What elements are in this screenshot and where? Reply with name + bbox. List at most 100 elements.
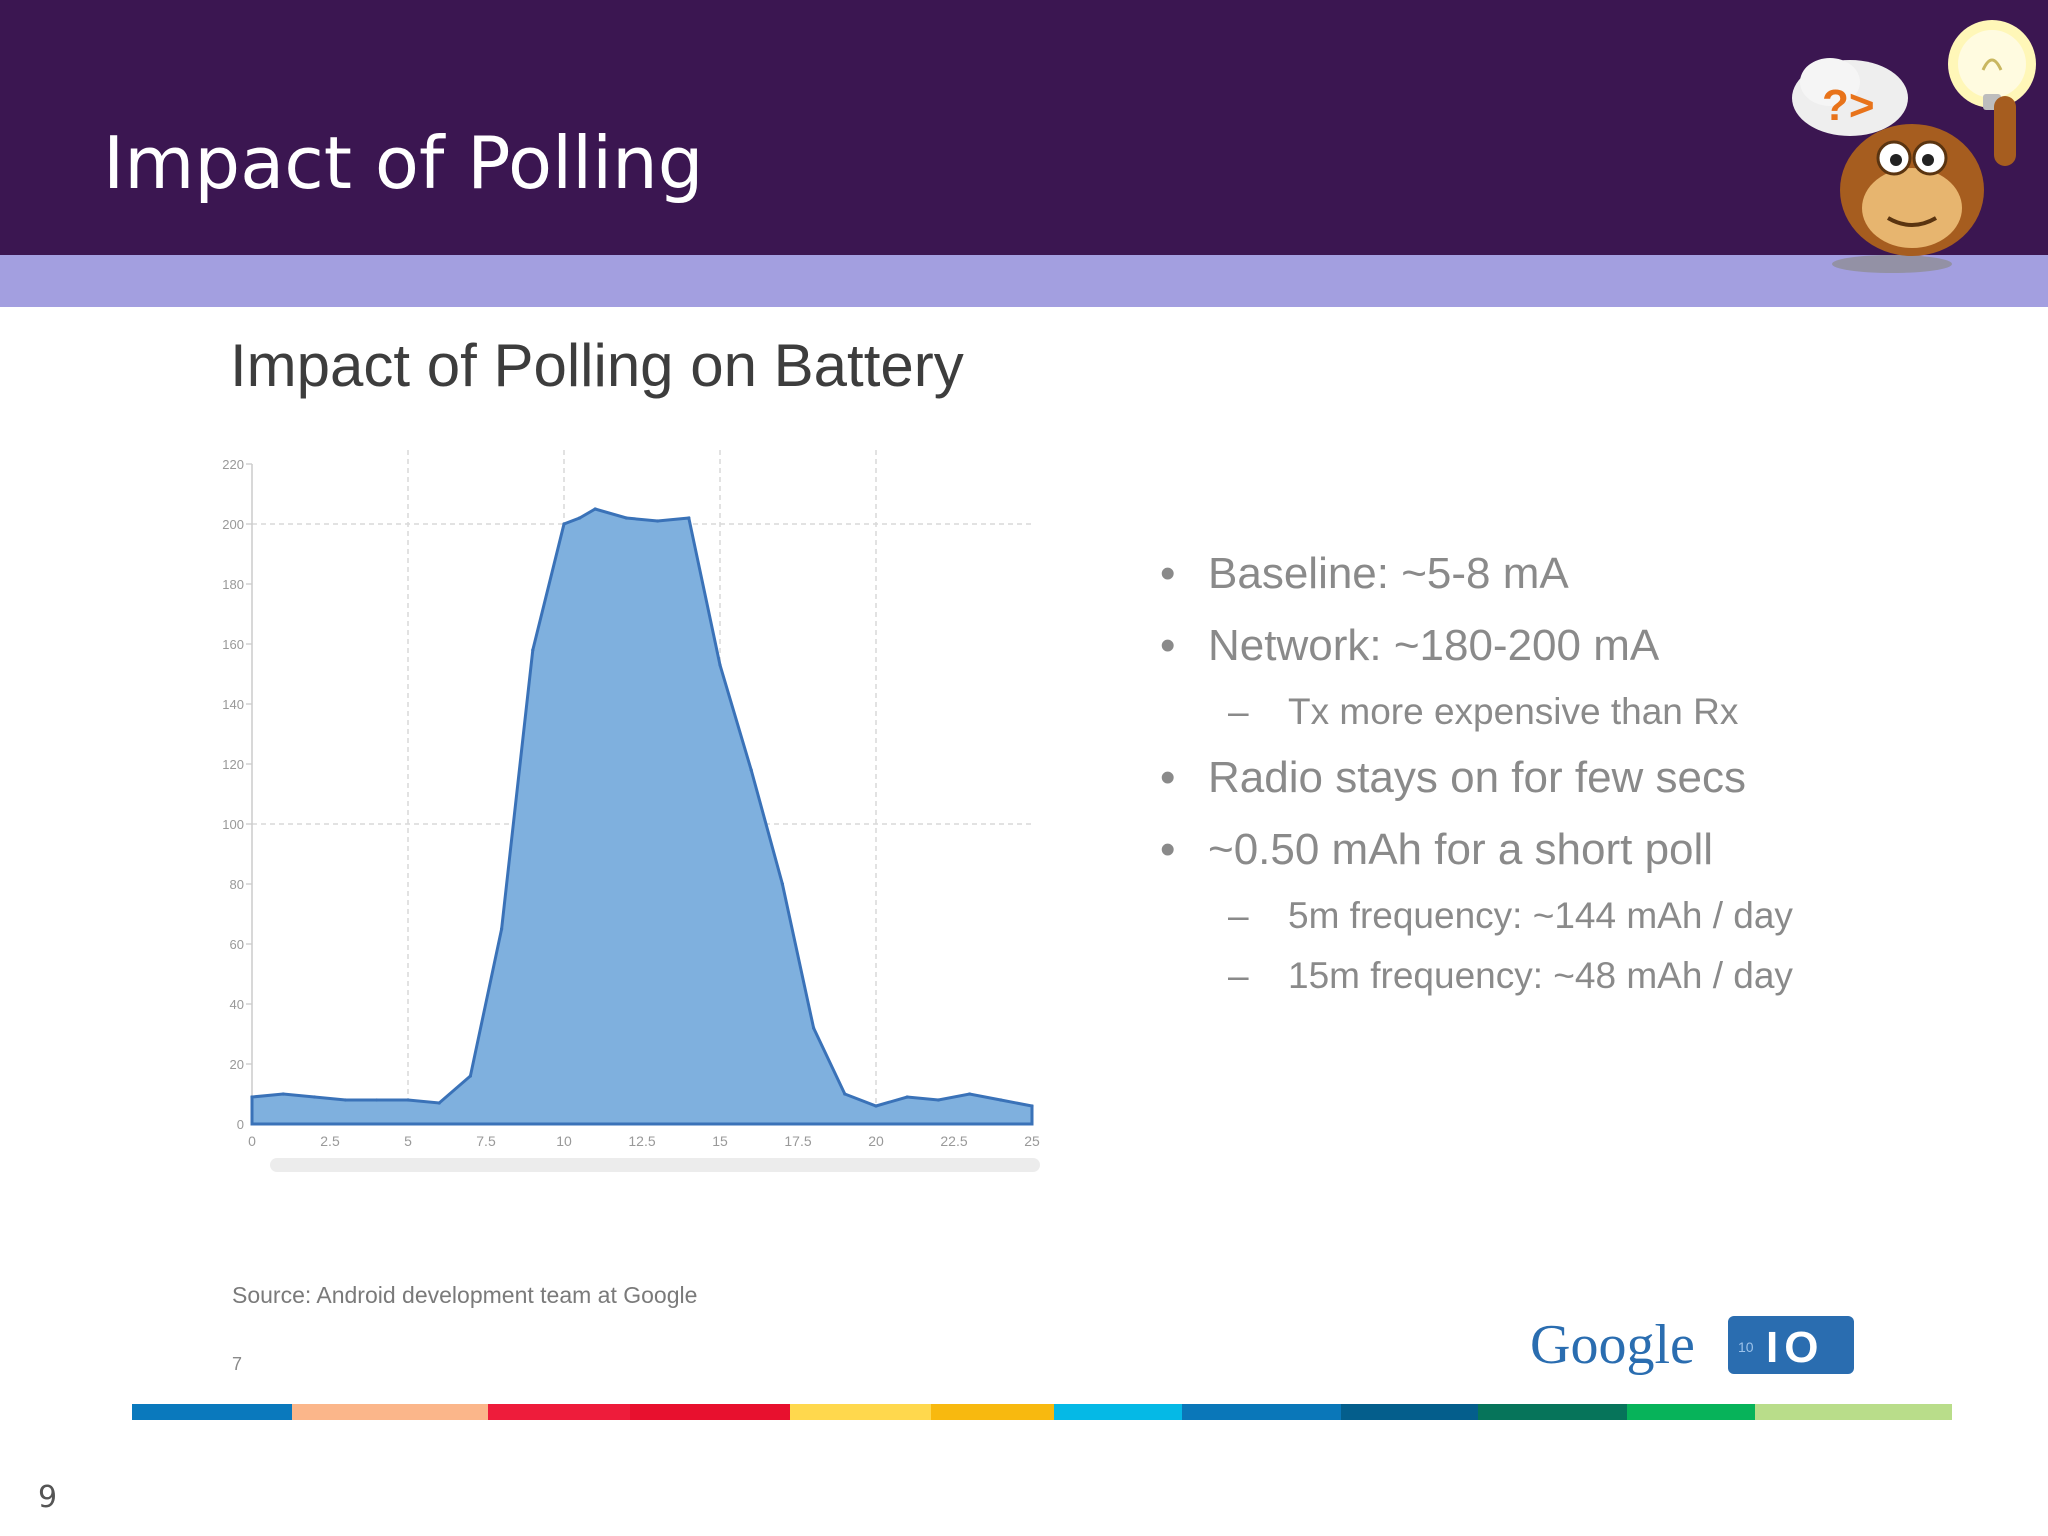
y-tick-label: 0 (237, 1117, 244, 1132)
y-tick-label: 120 (222, 757, 244, 772)
data-point (780, 882, 785, 886)
bullet-text: Tx more expensive than Rx (1288, 691, 1739, 732)
bullet-item: • Network: ~180-200 mA (1160, 610, 2020, 682)
embedded-slide-number: 7 (232, 1354, 243, 1374)
x-tick-label: 12.5 (628, 1133, 655, 1149)
bullet-text: 15m frequency: ~48 mAh / day (1288, 955, 1793, 996)
chart-tick-labels: 0 20 40 60 80 100 120 140 160 180 200 220 0 2.5 5 7.5 10… (222, 457, 1040, 1149)
data-point (406, 1098, 410, 1102)
logo-badge-small-text: 10 (1738, 1339, 1754, 1355)
stripe-segment (1477, 1404, 1628, 1420)
battery-current-chart: 0 20 40 60 80 100 120 140 160 180 200 220 0 2.5 5 7.5 10… (222, 450, 1040, 1172)
stripe-segment (1755, 1404, 1953, 1420)
data-point (936, 1098, 941, 1102)
page-number: 9 (38, 1480, 58, 1515)
bullet-text: Radio stays on for few secs (1208, 753, 1747, 802)
bullet-marker: • (1160, 825, 1176, 874)
stripe-segment (488, 1404, 630, 1420)
bullet-marker: • (1160, 753, 1176, 802)
bullet-item: • Radio stays on for few secs (1160, 742, 2020, 814)
bullet-text: ~0.50 mAh for a short poll (1208, 825, 1714, 874)
stripe-segment (291, 1404, 489, 1420)
bullet-item: • ~0.50 mAh for a short poll (1160, 814, 2020, 886)
data-point (812, 1026, 816, 1030)
data-point (281, 1092, 285, 1096)
x-tick-label: 2.5 (320, 1133, 340, 1149)
data-point (468, 1074, 472, 1078)
logo-badge-text: IO (1766, 1323, 1824, 1372)
stripe-segment (629, 1404, 790, 1420)
data-point (656, 519, 660, 523)
slide-header (0, 0, 2048, 255)
data-point (578, 516, 582, 520)
bullet-list: • Baseline: ~5-8 mA • Network: ~180-200 mA –… (1160, 538, 2020, 1006)
bullet-marker: – (1228, 955, 1249, 996)
color-stripe (132, 1404, 1953, 1420)
x-tick-label: 17.5 (784, 1133, 811, 1149)
data-point (593, 507, 597, 511)
slide-title: Impact of Polling (103, 121, 704, 205)
data-point (500, 927, 504, 931)
y-tick-label: 100 (222, 817, 244, 832)
x-tick-label: 15 (712, 1133, 728, 1149)
bullet-marker: – (1228, 895, 1249, 936)
stripe-segment (789, 1404, 932, 1420)
data-point (250, 1095, 254, 1099)
google-wordmark: Google (1530, 1314, 1695, 1376)
data-point (375, 1098, 379, 1102)
bullet-text: 5m frequency: ~144 mAh / day (1288, 895, 1793, 936)
y-tick-label: 60 (230, 937, 244, 952)
embedded-slide-title: Impact of Polling on Battery (230, 332, 964, 399)
bullet-item: –5m frequency: ~144 mAh / day (1160, 886, 2020, 946)
x-tick-label: 22.5 (940, 1133, 967, 1149)
y-tick-label: 220 (222, 457, 244, 472)
data-point (624, 516, 628, 520)
chart-shadow (270, 1158, 1040, 1172)
data-point (344, 1098, 348, 1102)
bullet-text: Baseline: ~5-8 mA (1208, 549, 1569, 598)
stripe-segment (1181, 1404, 1342, 1420)
bullet-item: • Baseline: ~5-8 mA (1160, 538, 2020, 610)
bullet-item: – Tx more expensive than Rx (1160, 682, 2020, 742)
google-io-logo-icon: 10 IO (1728, 1316, 1854, 1374)
data-point (749, 768, 753, 772)
y-tick-label: 80 (230, 877, 244, 892)
y-tick-label: 20 (230, 1057, 244, 1072)
y-tick-label: 180 (222, 577, 244, 592)
y-tick-label: 40 (230, 997, 244, 1012)
x-tick-label: 7.5 (476, 1133, 496, 1149)
y-tick-label: 200 (222, 517, 244, 532)
stripe-segment (931, 1404, 1055, 1420)
stripe-segment (1627, 1404, 1756, 1420)
data-point (905, 1095, 909, 1099)
data-point (874, 1104, 878, 1108)
stripe-segment (1341, 1404, 1478, 1420)
data-point (718, 663, 722, 667)
data-point (999, 1098, 1003, 1102)
stripe-segment (132, 1404, 292, 1420)
svg-text:?>: ?> (1822, 81, 1875, 130)
x-tick-label: 25 (1024, 1133, 1040, 1149)
data-point (1030, 1104, 1034, 1108)
bullet-marker: • (1160, 621, 1176, 670)
x-tick-label: 10 (556, 1133, 572, 1149)
y-tick-label: 160 (222, 637, 244, 652)
bullet-item: –15m frequency: ~48 mAh / day (1160, 946, 2020, 1006)
stripe-segment (1054, 1404, 1182, 1420)
x-tick-label: 20 (868, 1133, 884, 1149)
bullet-text: Network: ~180-200 mA (1208, 621, 1660, 670)
data-point (312, 1095, 316, 1099)
data-point (437, 1101, 441, 1105)
data-point (687, 516, 691, 520)
x-tick-label: 0 (248, 1133, 256, 1149)
accent-band (0, 255, 2048, 307)
bullet-marker: – (1228, 691, 1249, 732)
monkey-lightbulb-mascot-icon: ?> (1792, 20, 2036, 273)
x-tick-label: 5 (404, 1133, 412, 1149)
data-point (968, 1092, 972, 1096)
data-point (531, 648, 535, 652)
series-points (250, 507, 1034, 1108)
series-area (250, 507, 1034, 1126)
bullet-marker: • (1160, 549, 1176, 598)
data-point (843, 1092, 847, 1096)
